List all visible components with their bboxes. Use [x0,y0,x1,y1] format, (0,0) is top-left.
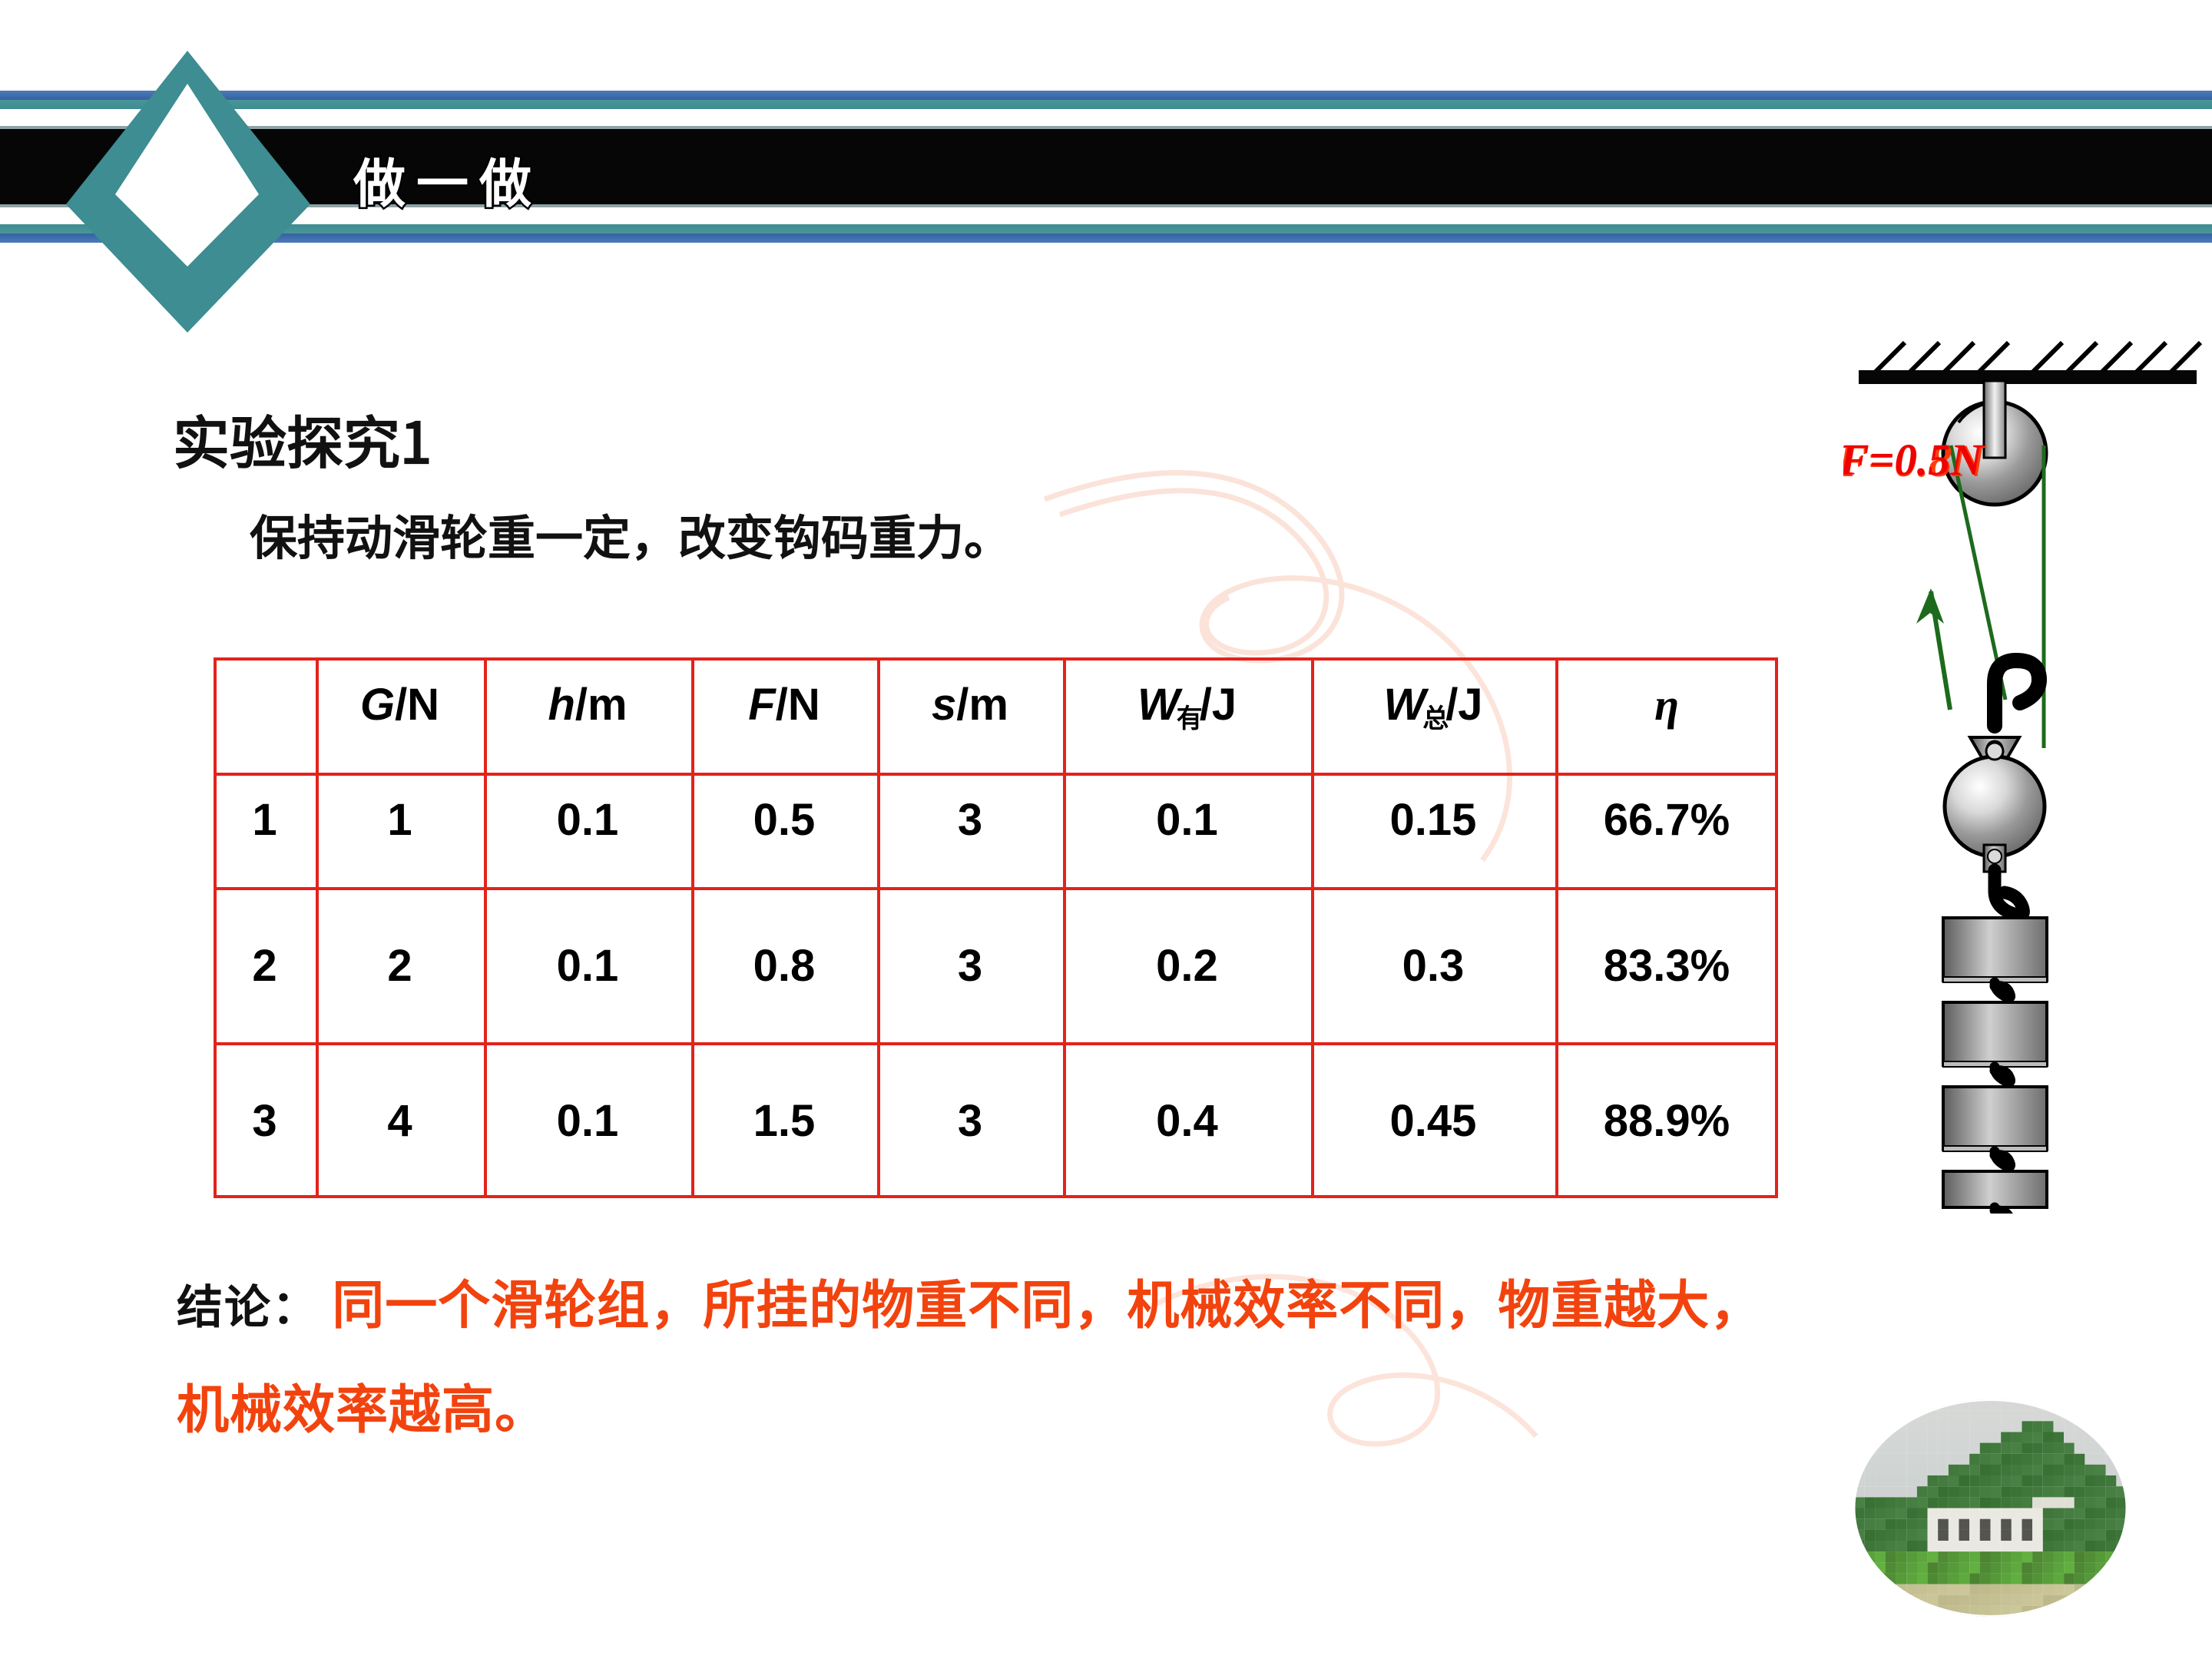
svg-text:F=0.5N: F=0.5N [1843,435,1984,485]
